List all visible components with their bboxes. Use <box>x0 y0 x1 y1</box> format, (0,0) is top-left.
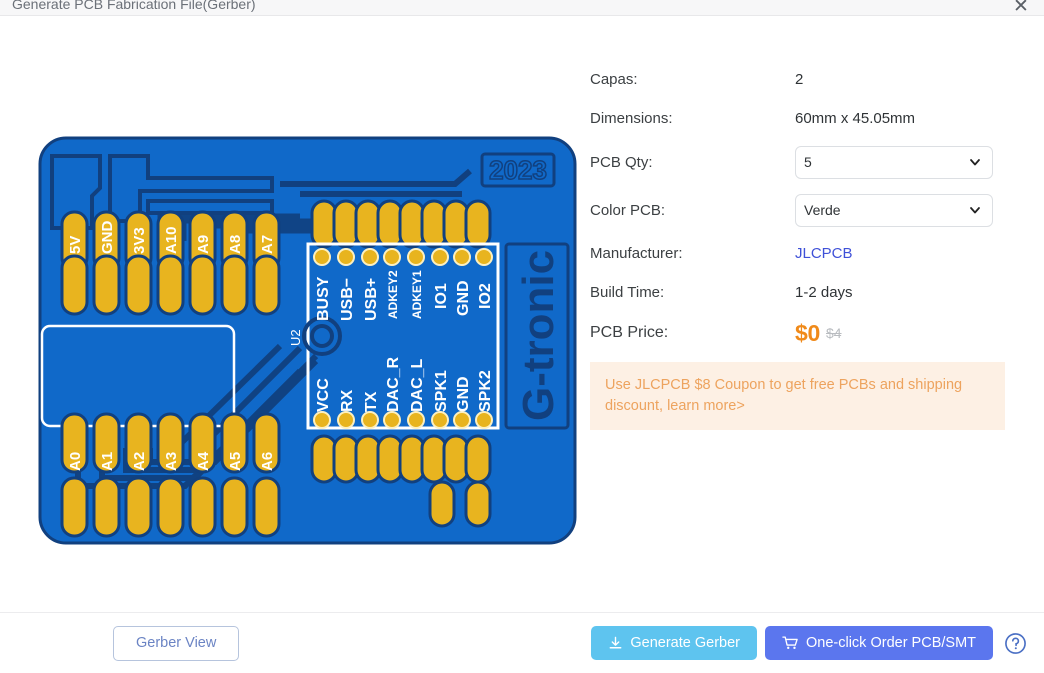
price-current: $0 <box>795 319 820 346</box>
pcb-pin-label: DAC_R <box>385 356 402 412</box>
info-row-dimensions: Dimensions: 60mm x 45.05mm <box>590 99 1044 138</box>
pcb-pin-label: A7 <box>259 235 276 254</box>
pcb-pin-label: GND <box>99 221 116 255</box>
pcb-pin-label: GND <box>455 376 472 412</box>
pcb-pin-label: ADKEY2 <box>386 270 400 319</box>
pcb-pin-label: IO2 <box>477 283 494 309</box>
dialog-titlebar: Generate PCB Fabrication File(Gerber) ✕ <box>0 0 1044 16</box>
footer-actions: Generate Gerber One-click Order PCB/SMT <box>591 626 1027 660</box>
coupon-banner[interactable]: Use JLCPCB $8 Coupon to get free PCBs an… <box>590 362 1005 431</box>
pcb-pin-label: DAC_L <box>409 358 426 412</box>
generate-gerber-label: Generate Gerber <box>630 635 740 651</box>
gerber-view-button[interactable]: Gerber View <box>113 625 240 661</box>
pcb-color-select[interactable]: Verde <box>795 193 993 227</box>
build-time-label: Build Time: <box>590 284 665 301</box>
pcb-pin-label: A9 <box>195 235 212 254</box>
layers-label: Capas: <box>590 71 638 88</box>
manufacturer-label: Manufacturer: <box>590 245 683 262</box>
pads-top-left <box>60 210 281 316</box>
pcb-options-panel: Capas: 2 Dimensions: 60mm x 45.05mm PCB … <box>580 16 1044 612</box>
pcb-pin-label: A2 <box>131 452 148 471</box>
dialog-body: 5V GND 3V3 A10 A9 A8 A7 <box>0 16 1044 612</box>
price-original: $4 <box>825 325 842 341</box>
manufacturer-link[interactable]: JLCPCB <box>795 245 853 262</box>
pcb-pin-label: A10 <box>163 226 180 254</box>
pcb-pin-label: A3 <box>163 452 180 471</box>
pcb-pin-label: A5 <box>227 452 244 471</box>
pads-center-bottom <box>310 434 492 528</box>
info-row-manufacturer: Manufacturer: JLCPCB <box>590 234 1044 273</box>
pads-u2-top <box>313 248 493 266</box>
help-circle-icon[interactable] <box>1004 632 1027 655</box>
pcb-color-label: Color PCB: <box>590 201 666 219</box>
dimensions-value: 60mm x 45.05mm <box>795 110 916 127</box>
layers-value: 2 <box>795 71 804 88</box>
pcb-pin-label: 5V <box>67 236 84 254</box>
pcb-pin-label: USB+ <box>363 278 380 321</box>
dialog-title: Generate PCB Fabrication File(Gerber) <box>12 0 256 12</box>
pads-u2-bottom <box>313 411 493 429</box>
pcb-preview-pane: 5V GND 3V3 A10 A9 A8 A7 <box>0 16 580 612</box>
gerber-view-label: Gerber View <box>136 635 217 651</box>
download-icon <box>609 636 622 648</box>
pcb-pin-label: TX <box>363 391 380 412</box>
pcb-pin-label: A8 <box>227 235 244 254</box>
one-click-order-label: One-click Order PCB/SMT <box>806 635 976 651</box>
pcb-pin-label: A6 <box>259 452 276 471</box>
info-row-price: PCB Price: $0 $4 <box>590 312 1044 354</box>
pcb-pin-label: 3V3 <box>131 227 148 254</box>
pcb-color-select-wrap: Verde <box>795 193 993 227</box>
pcb-pin-label: IO1 <box>433 283 450 309</box>
cart-icon <box>782 636 798 649</box>
close-icon[interactable]: ✕ <box>1013 0 1029 17</box>
one-click-order-button[interactable]: One-click Order PCB/SMT <box>765 626 993 660</box>
info-row-layers: Capas: 2 <box>590 60 1044 99</box>
dimensions-label: Dimensions: <box>590 110 673 127</box>
pcb-pin-label: SPK1 <box>433 370 450 412</box>
pcb-chip-designator: U2 <box>288 329 303 346</box>
pcb-board-render: 5V GND 3V3 A10 A9 A8 A7 <box>38 136 577 545</box>
pcb-pin-label: VCC <box>315 378 332 412</box>
pcb-pin-label: A1 <box>99 452 116 471</box>
pcb-pin-label: RX <box>339 389 356 412</box>
pads-bottom-left <box>60 412 281 538</box>
pads-center-top <box>310 199 492 249</box>
pcb-brand-marking: G-tronic <box>514 250 563 421</box>
info-row-color: Color PCB: Verde <box>590 186 1044 234</box>
pcb-pin-label: GND <box>455 280 472 316</box>
pcb-pin-label: ADKEY1 <box>410 270 424 319</box>
price-label: PCB Price: <box>590 324 669 341</box>
dialog-footer: Gerber View Generate Gerber One-click Or… <box>0 612 1044 673</box>
pcb-year-marking: 2023 <box>489 155 547 185</box>
pcb-pin-label: BUSY <box>315 276 332 321</box>
generate-gerber-button[interactable]: Generate Gerber <box>591 626 757 660</box>
info-row-qty: PCB Qty: 5 <box>590 138 1044 186</box>
pcb-qty-select-wrap: 5 <box>795 145 993 179</box>
pcb-pin-label: USB− <box>339 278 356 321</box>
pcb-pin-label: SPK2 <box>477 370 494 412</box>
build-time-value: 1-2 days <box>795 284 853 301</box>
pcb-qty-label: PCB Qty: <box>590 153 653 171</box>
info-row-build-time: Build Time: 1-2 days <box>590 273 1044 312</box>
pcb-qty-select[interactable]: 5 <box>795 145 993 179</box>
pcb-pin-label: A0 <box>67 452 84 471</box>
pcb-pin-label: A4 <box>195 451 212 471</box>
